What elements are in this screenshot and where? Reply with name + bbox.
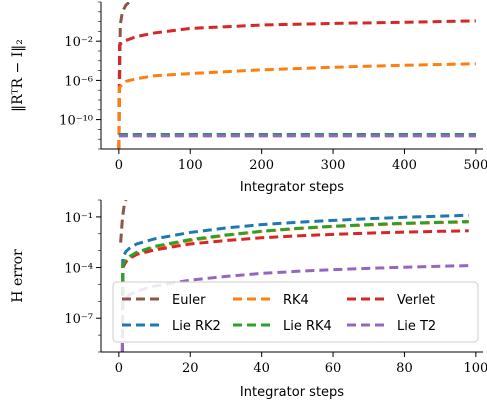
top-series-rk4 [117,62,476,149]
top-y-tick-label: 10⁻⁶ [64,74,93,89]
top-series-group [117,2,476,149]
bottom-x-tick-label: 60 [325,361,342,376]
bottom-series-verlet [120,229,469,352]
bottom-x-tick-label: 0 [115,361,123,376]
bottom-x-tick-label: 20 [182,361,199,376]
top-series-euler [117,2,131,149]
top-y-axis-label: ‖RᵀR − I‖₂ [10,39,26,112]
bottom-series-euler [119,200,128,243]
top-x-axis-label: Integrator steps [240,180,344,195]
top-panel: 0 100 200 300 400 500 10⁻² 10⁻⁶ 10⁻¹⁰ Integrator … [10,1,487,195]
bottom-x-tick-label: 80 [396,361,413,376]
legend-frame [112,281,479,343]
top-x-tick-label: 0 [115,158,123,173]
bottom-panel: 0 20 40 60 80 100 10⁻¹ 10⁻⁴ 10⁻⁷ Integrator steps… [10,199,487,400]
legend-label-lie-rk2: Lie RK2 [172,319,221,334]
legend-label-lie-rk4: Lie RK4 [283,319,332,334]
top-x-tick-label: 200 [249,158,274,173]
bottom-x-tick-label: 100 [463,361,487,376]
top-x-tick-label: 500 [463,158,487,173]
legend-label-lie-t2: Lie T2 [397,319,436,334]
bottom-y-tick-label: 10⁻¹ [64,211,93,226]
bottom-x-tick-label: 40 [253,361,270,376]
top-y-tick-label: 10⁻² [64,35,93,50]
bottom-series-lie-rk4 [120,220,469,352]
legend-label-euler: Euler [172,293,206,308]
bottom-y-tick-label: 10⁻⁴ [64,262,93,277]
top-x-tick-label: 400 [392,158,417,173]
bottom-y-axis-label: H error [10,249,26,303]
top-x-tick-label: 300 [321,158,346,173]
bottom-x-axis-label: Integrator steps [240,385,344,400]
legend: Euler RK4 Verlet Lie RK2 Lie RK4 Lie T2 [112,281,479,343]
legend-label-verlet: Verlet [397,293,435,308]
top-series-verlet [117,19,476,149]
top-x-tick-label: 100 [178,158,203,173]
bottom-series-lie-rk2 [120,213,469,352]
bottom-y-tick-label: 10⁻⁷ [64,312,93,327]
legend-label-rk4: RK4 [283,293,309,308]
top-y-tick-label: 10⁻¹⁰ [59,114,93,129]
bottom-series-group [119,200,469,352]
